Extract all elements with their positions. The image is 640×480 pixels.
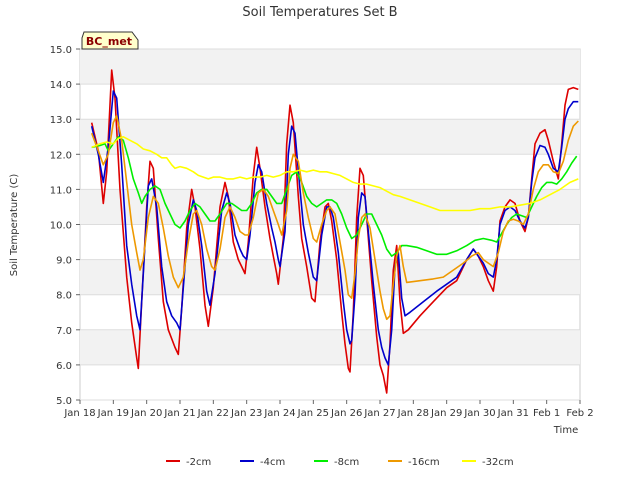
series-line-minus-16cm <box>90 114 579 321</box>
y-tick-label: 11.0 <box>50 185 72 196</box>
y-tick-label: 10.0 <box>50 221 72 232</box>
x-tick-label: Jan 30 <box>463 408 495 419</box>
badge-label: BC_met <box>86 35 132 48</box>
y-tick-label: 5.0 <box>56 396 72 407</box>
series-layer <box>90 69 579 394</box>
y-tick-label: 12.0 <box>50 150 72 161</box>
x-tick-label: Jan 24 <box>263 408 295 419</box>
chart-title: Soil Temperatures Set B <box>242 5 397 20</box>
band <box>80 259 580 295</box>
y-tick-label: 8.0 <box>56 291 72 302</box>
x-tick-label: Jan 27 <box>363 408 395 419</box>
x-tick-label: Jan 22 <box>197 408 229 419</box>
x-tick-label: Jan 28 <box>397 408 429 419</box>
x-tick-label: Jan 29 <box>430 408 462 419</box>
x-tick-label: Jan 23 <box>230 408 262 419</box>
legend-label: -16cm <box>408 457 440 468</box>
x-axis: Jan 18 Jan 19 Jan 20 Jan 21 Jan 22 Jan 23 Jan … <box>63 400 594 419</box>
x-tick-label: Jan 21 <box>163 408 195 419</box>
x-tick-label: Jan 26 <box>330 408 362 419</box>
band <box>80 119 580 155</box>
legend: -2cm -4cm -8cm -16cm -32cm <box>166 457 514 468</box>
series-line-minus-32cm <box>91 136 579 212</box>
badge-box <box>81 31 139 50</box>
band <box>80 329 580 365</box>
y-tick-label: 15.0 <box>50 45 72 56</box>
x-tick-label: Jan 18 <box>63 408 95 419</box>
x-tick-label: Jan 31 <box>497 408 529 419</box>
x-tick-label: Jan 20 <box>130 408 162 419</box>
y-axis: 5.0 6.0 7.0 8.0 9.0 10.0 11.0 12.0 13.0 14.0 15.0 <box>50 45 80 407</box>
y-axis-label: Soil Temperature (C) <box>9 174 20 277</box>
y-tick-label: 9.0 <box>56 256 72 267</box>
y-tick-label: 7.0 <box>56 326 72 337</box>
legend-label: -8cm <box>334 457 359 468</box>
x-tick-label: Feb 1 <box>533 408 560 419</box>
x-tick-label: Feb 2 <box>566 408 593 419</box>
series-line-minus-4cm <box>90 90 579 366</box>
band <box>80 49 580 85</box>
station-badge: BC_met <box>81 31 139 50</box>
legend-label: -4cm <box>260 457 285 468</box>
x-axis-label: Time <box>553 425 578 436</box>
x-tick-label: Jan 25 <box>297 408 329 419</box>
x-tick-label: Jan 19 <box>97 408 129 419</box>
y-tick-label: 14.0 <box>50 80 72 91</box>
legend-label: -32cm <box>482 457 514 468</box>
y-tick-label: 6.0 <box>56 361 72 372</box>
y-tick-label: 13.0 <box>50 115 72 126</box>
legend-label: -2cm <box>186 457 211 468</box>
